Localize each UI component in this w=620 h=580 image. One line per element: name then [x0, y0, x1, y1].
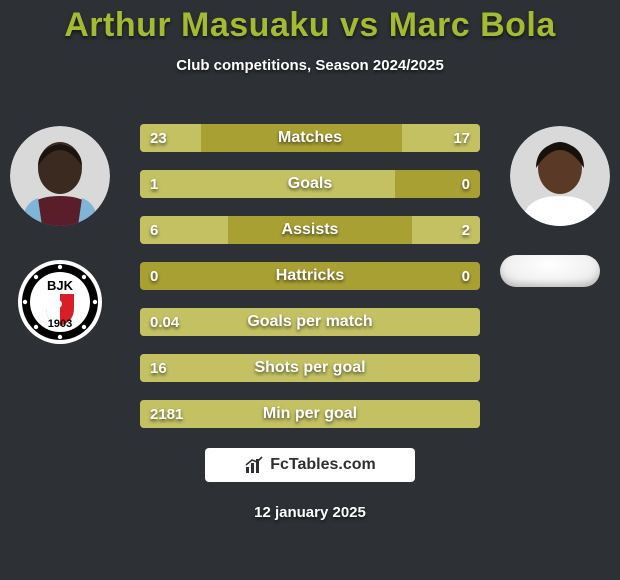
stat-row-shots-per-goal: 16Shots per goal [140, 354, 480, 382]
stat-row-assists: 62Assists [140, 216, 480, 244]
fctables-logo-icon [244, 455, 264, 475]
player-right-portrait-svg [510, 126, 610, 226]
player-right-name: Marc Bola [389, 6, 556, 44]
stat-label: Goals [140, 175, 480, 193]
stat-row-hattricks: 00Hattricks [140, 262, 480, 290]
comparison-title: Arthur Masuaku vs Marc Bola [0, 0, 620, 45]
club-right-badge [500, 255, 600, 287]
stat-row-min-per-goal: 2181Min per goal [140, 400, 480, 428]
player-left-portrait-svg [10, 126, 110, 226]
club-left-badge-svg: BJK 1903 [18, 260, 102, 344]
vs-word: vs [340, 6, 379, 44]
stat-label: Hattricks [140, 267, 480, 285]
player-right-portrait [510, 126, 610, 226]
branding-text: FcTables.com [270, 456, 376, 474]
club-left-badge: BJK 1903 [18, 260, 102, 344]
player-left-name: Arthur Masuaku [64, 6, 330, 44]
stat-row-goals: 10Goals [140, 170, 480, 198]
stat-label: Min per goal [140, 405, 480, 423]
svg-text:BJK: BJK [47, 278, 74, 293]
date-text: 12 january 2025 [0, 504, 620, 521]
stat-label: Assists [140, 221, 480, 239]
vs-separator2 [379, 6, 389, 44]
stat-row-goals-per-match: 0.04Goals per match [140, 308, 480, 336]
player-left-portrait [10, 126, 110, 226]
stat-label: Matches [140, 129, 480, 147]
branding-badge: FcTables.com [205, 448, 415, 482]
club-left-year: 1903 [48, 318, 72, 330]
stat-label: Shots per goal [140, 359, 480, 377]
subtitle: Club competitions, Season 2024/2025 [0, 57, 620, 74]
stat-row-matches: 2317Matches [140, 124, 480, 152]
comparison-bars: 2317Matches 10Goals 62Assists 00Hattricks 0.… [140, 124, 480, 446]
stat-label: Goals per match [140, 313, 480, 331]
